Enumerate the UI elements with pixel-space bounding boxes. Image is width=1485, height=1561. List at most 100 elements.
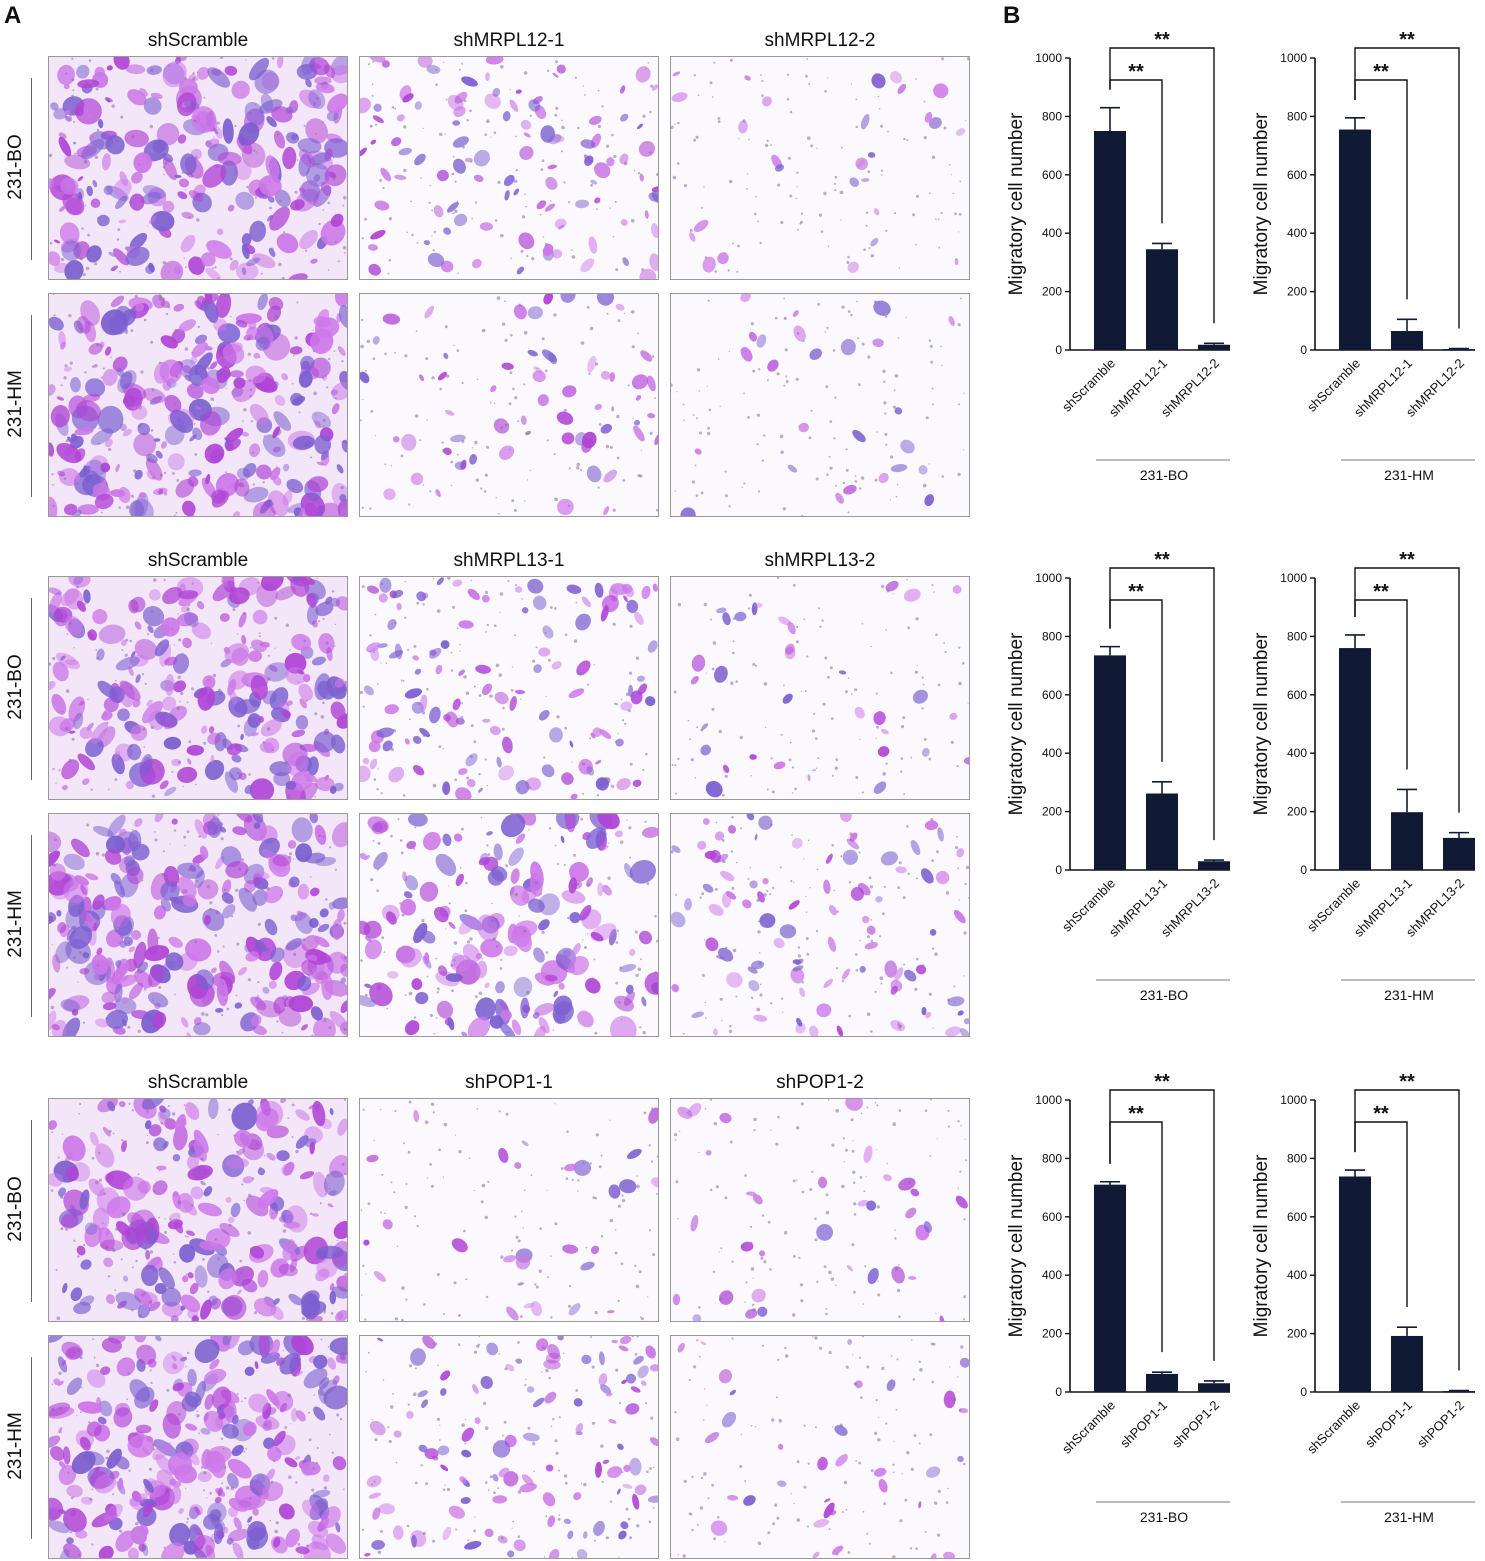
membrane-pore [835, 1109, 839, 1113]
membrane-pore [588, 372, 591, 375]
membrane-pore [150, 68, 154, 72]
stained-cell [705, 780, 723, 798]
membrane-pore [157, 936, 160, 940]
membrane-pore [203, 1489, 206, 1492]
stained-cell [465, 753, 478, 767]
stained-cell [672, 1293, 681, 1306]
stained-cell [254, 939, 267, 952]
membrane-pore [452, 605, 455, 609]
stained-cell [147, 992, 169, 1008]
micrograph-background [360, 577, 658, 799]
stained-cell [320, 181, 332, 196]
membrane-pore [326, 1174, 329, 1177]
stained-cell [623, 1464, 631, 1473]
stained-cell [719, 1112, 732, 1124]
stained-cell [94, 1143, 115, 1168]
membrane-pore [731, 1337, 734, 1340]
stained-cell [831, 1545, 844, 1555]
membrane-pore [475, 478, 479, 482]
membrane-pore [958, 231, 960, 233]
stained-cell [459, 1476, 467, 1484]
stained-cell [224, 643, 250, 664]
stained-cell [486, 1342, 499, 1356]
membrane-pore [235, 888, 239, 892]
membrane-pore [863, 1190, 866, 1193]
stained-cell [290, 133, 299, 140]
membrane-pore [897, 886, 901, 889]
membrane-pore [461, 1423, 465, 1427]
membrane-pore [173, 644, 176, 646]
stained-cell [268, 980, 277, 989]
membrane-pore [334, 623, 337, 626]
membrane-pore [196, 1410, 199, 1413]
membrane-pore [718, 1251, 720, 1253]
membrane-pore [703, 939, 706, 941]
membrane-pore [756, 898, 760, 902]
significance-bracket [1109, 1089, 1215, 1361]
membrane-pore [755, 195, 757, 198]
stained-cell [691, 1011, 704, 1019]
stained-cell [307, 1315, 323, 1321]
membrane-pore [309, 1212, 313, 1216]
membrane-pore [433, 1342, 438, 1346]
membrane-pore [51, 473, 54, 476]
membrane-pore [100, 376, 103, 379]
micrograph-background [671, 814, 969, 1036]
membrane-pore [806, 952, 810, 956]
membrane-pore [380, 582, 383, 585]
stained-cell [315, 601, 334, 617]
membrane-pore [77, 981, 79, 983]
stained-cell [150, 92, 163, 100]
membrane-pore [618, 1001, 621, 1004]
stained-cell [102, 1002, 117, 1011]
membrane-pore [106, 1449, 110, 1453]
membrane-pore [182, 785, 184, 788]
stained-cell [633, 419, 641, 426]
stained-cell [253, 1298, 277, 1317]
membrane-pore [893, 389, 896, 392]
membrane-pore [489, 401, 492, 404]
stained-cell [131, 930, 142, 940]
membrane-pore [957, 1120, 960, 1123]
stained-cell [60, 588, 80, 607]
membrane-pore [796, 171, 799, 174]
membrane-pore [131, 1109, 134, 1112]
membrane-pore [796, 186, 798, 188]
membrane-pore [752, 662, 756, 666]
membrane-pore [281, 856, 283, 859]
stained-cell [912, 689, 928, 704]
stained-cell [203, 1168, 210, 1176]
stained-cell [466, 779, 476, 788]
stained-cell [192, 1526, 203, 1536]
membrane-pore [101, 853, 105, 857]
membrane-pore [866, 1012, 871, 1016]
stained-cell [97, 405, 124, 434]
membrane-pore [847, 255, 850, 259]
stained-cell [575, 1431, 583, 1436]
membrane-pore [544, 631, 547, 634]
membrane-pore [557, 1517, 561, 1521]
membrane-pore [265, 886, 268, 890]
stained-cell [130, 596, 146, 613]
membrane-pore [899, 1024, 903, 1028]
membrane-pore [318, 238, 322, 241]
membrane-pore [88, 59, 92, 62]
membrane-pore [272, 156, 274, 158]
stained-cell [537, 394, 549, 407]
stained-cell [234, 814, 253, 823]
stained-cell [474, 1417, 481, 1424]
stained-cell [179, 1244, 196, 1263]
stained-cell [49, 831, 62, 853]
y-tick-label: 600 [1287, 688, 1307, 702]
membrane-pore [732, 640, 735, 643]
membrane-pore [505, 864, 509, 868]
membrane-pore [771, 1418, 775, 1422]
stained-cell [134, 1386, 155, 1409]
membrane-pore [747, 607, 751, 610]
stained-cell [155, 1336, 162, 1342]
membrane-pore [444, 325, 448, 329]
membrane-pore [894, 1237, 897, 1240]
membrane-pore [288, 1475, 292, 1479]
stained-cell [241, 267, 247, 275]
membrane-pore [344, 1172, 347, 1176]
